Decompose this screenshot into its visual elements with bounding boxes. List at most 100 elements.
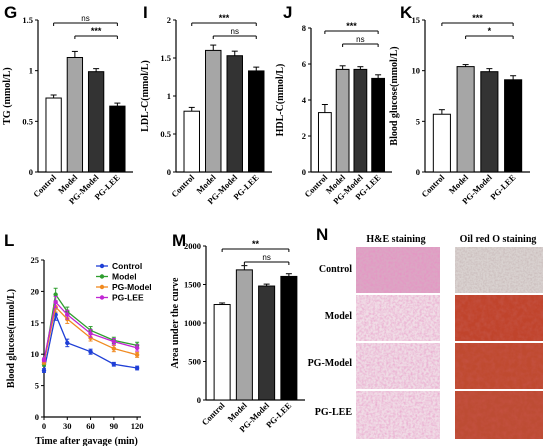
y-tick-label: 0 — [35, 412, 39, 422]
histology-panel: H&E staining Oil red O staining Control … — [308, 234, 543, 439]
he-image-control — [356, 247, 440, 293]
series-line-control — [43, 312, 138, 371]
bar-model — [456, 66, 475, 173]
y-tick-label: 2 — [167, 15, 171, 25]
data-point-control — [111, 362, 117, 367]
y-tick-label: 20 — [31, 286, 40, 296]
panel-label-m: M — [172, 231, 186, 250]
series-line-pg-lee — [43, 300, 138, 360]
legend-label-model: Model — [112, 272, 137, 282]
y-tick-label: 1 — [29, 66, 33, 76]
y-tick-label: 10 — [31, 349, 40, 359]
y-axis-label: HDL-C(mmol/L) — [275, 64, 286, 137]
bar-pg-lee — [109, 105, 126, 173]
panel-label-i: I — [143, 3, 148, 22]
y-tick-label: 1 — [167, 91, 171, 101]
y-tick-label: 1000 — [184, 318, 201, 328]
legend-marker-control — [99, 263, 105, 269]
data-point-pg-lee — [111, 339, 117, 344]
chart-ldl-c: 00.511.52LDL-C(mmol/L)ControlModelPG-Mod… — [140, 13, 272, 206]
legend-marker-pg-lee — [99, 295, 105, 300]
x-tick-label: 60 — [86, 421, 95, 431]
column-label-oil-red-o: Oil red O staining — [460, 234, 537, 245]
data-point-control — [65, 340, 70, 346]
y-axis-label: LDL-C(mmol/L) — [140, 60, 151, 132]
x-tick-label: 120 — [131, 421, 144, 431]
panel-label-g: G — [4, 3, 17, 22]
y-tick-label: 1.5 — [160, 53, 171, 63]
y-tick-label: 0 — [416, 167, 420, 177]
data-point-control — [88, 349, 93, 354]
y-tick-label: 5 — [416, 116, 420, 126]
bar-pg-lee — [504, 79, 523, 173]
chart-auc: 0 500 1000 1500 2000 Area under the curve Cont… — [170, 239, 305, 434]
x-tick-label: 0 — [42, 421, 46, 431]
legend-label-pg-model: PG-Model — [112, 282, 152, 292]
data-point-control — [134, 365, 140, 371]
y-tick-label: 1.5 — [22, 15, 33, 25]
bar-control — [317, 112, 332, 173]
row-label-model: Model — [325, 311, 352, 322]
y-tick-label: 0 — [167, 167, 171, 177]
y-tick-label: 0 — [302, 167, 306, 177]
bar-pg-model — [353, 68, 368, 173]
bar-control — [45, 97, 62, 173]
x-tick-label: Control — [200, 400, 227, 427]
legend-marker-model — [99, 274, 105, 279]
y-tick-label: 500 — [188, 357, 201, 367]
column-label-he: H&E staining — [366, 234, 425, 245]
y-tick-label: 15 — [412, 15, 421, 25]
y-tick-label: 0.5 — [22, 116, 33, 126]
bar-model — [205, 49, 222, 173]
data-point-control — [41, 368, 47, 373]
y-axis-label: Blood glucose(mmol/L) — [389, 46, 400, 145]
bar-pg-lee — [371, 77, 386, 173]
bar-control — [213, 304, 231, 401]
y-tick-label: 2000 — [184, 241, 201, 251]
data-point-model — [53, 292, 58, 297]
bar-pg-model — [226, 55, 243, 173]
bar-control — [183, 110, 200, 173]
y-tick-label: 6 — [302, 59, 306, 69]
oil-red-o-image-pg-lee — [455, 391, 543, 439]
bar-pg-model — [480, 71, 499, 173]
y-tick-label: 0 — [197, 395, 201, 405]
bar-pg-model — [87, 71, 105, 173]
bar-model — [235, 269, 253, 401]
bar-pg-lee — [248, 70, 265, 173]
oil-red-o-image-pg-model — [455, 343, 543, 389]
significance-label: *** — [346, 21, 357, 31]
he-image-pg-lee — [356, 391, 440, 439]
y-tick-label: 25 — [31, 255, 40, 265]
data-point-pg-lee — [88, 331, 93, 336]
he-image-model — [356, 295, 440, 341]
x-tick-label: 90 — [110, 421, 119, 431]
y-tick-label: 8 — [302, 23, 306, 33]
row-label-pg-lee: PG-LEE — [315, 407, 353, 418]
significance-label: ns — [81, 14, 89, 23]
y-tick-label: 2 — [302, 131, 306, 141]
legend-marker-pg-model — [99, 284, 105, 290]
significance-label: *** — [91, 26, 102, 36]
legend-label-control: Control — [112, 261, 142, 271]
data-point-pg-model — [111, 346, 117, 351]
oil-red-o-image-model — [455, 295, 543, 341]
panel-label-k: K — [400, 3, 413, 22]
x-tick-label: Control — [31, 172, 58, 199]
chart-tg: 00.511.5TG (mmol/L)ControlModelPG-ModelP… — [2, 14, 133, 206]
significance-label: ns — [262, 253, 270, 262]
data-point-pg-lee — [134, 345, 140, 351]
chart-hdl-c: 02468HDL-C(mmol/L)ControlModelPG-ModelPG… — [275, 21, 392, 206]
x-tick-label: Control — [419, 172, 446, 199]
data-point-pg-lee — [41, 357, 47, 363]
significance-label: *** — [219, 13, 230, 23]
data-point-pg-lee — [65, 312, 70, 317]
significance-label: ** — [252, 239, 260, 249]
chart-glucose-tolerance: 0 5 10 15 20 25 0 30 60 90 120 Blood glucose(mmol/L… — [6, 255, 152, 446]
panel-label-l: L — [4, 231, 14, 250]
y-tick-label: 0 — [29, 167, 33, 177]
y-axis-label: TG (mmol/L) — [2, 67, 13, 125]
y-tick-label: 1500 — [184, 280, 201, 290]
